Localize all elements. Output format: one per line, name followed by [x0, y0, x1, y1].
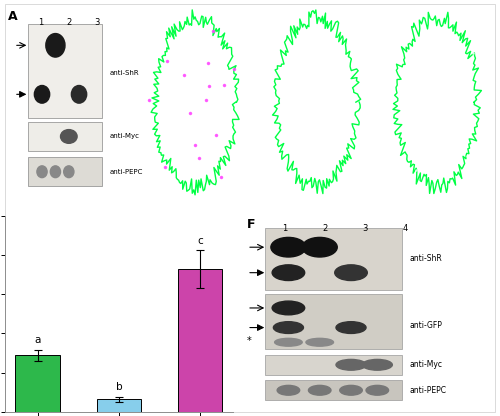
Ellipse shape — [64, 166, 74, 178]
Text: 3: 3 — [362, 224, 368, 233]
Ellipse shape — [302, 238, 337, 257]
Ellipse shape — [334, 265, 368, 280]
Ellipse shape — [272, 265, 304, 280]
Bar — [16, 355, 60, 412]
Ellipse shape — [274, 322, 304, 334]
Ellipse shape — [306, 338, 334, 346]
FancyBboxPatch shape — [264, 294, 402, 349]
Text: 4: 4 — [402, 224, 407, 233]
Text: anti-PEPC: anti-PEPC — [410, 386, 447, 395]
Text: anti-ShR: anti-ShR — [410, 255, 442, 263]
Bar — [96, 399, 141, 412]
FancyBboxPatch shape — [28, 122, 102, 151]
Ellipse shape — [366, 385, 388, 395]
Text: 3: 3 — [94, 18, 100, 27]
Text: anti-Myc: anti-Myc — [410, 360, 443, 369]
Text: anti-GFP: anti-GFP — [410, 321, 442, 330]
Text: anti-PEPC: anti-PEPC — [110, 169, 143, 175]
Ellipse shape — [272, 301, 304, 315]
Ellipse shape — [50, 166, 60, 178]
Ellipse shape — [340, 385, 362, 395]
Ellipse shape — [336, 359, 366, 370]
FancyBboxPatch shape — [264, 228, 402, 290]
Ellipse shape — [308, 385, 331, 395]
Ellipse shape — [336, 322, 366, 334]
Ellipse shape — [46, 34, 65, 57]
Text: anti-ShR: anti-ShR — [110, 70, 140, 76]
Text: 2: 2 — [66, 18, 71, 27]
Ellipse shape — [277, 385, 299, 395]
Text: F: F — [247, 218, 256, 231]
Ellipse shape — [72, 86, 86, 103]
FancyBboxPatch shape — [28, 157, 102, 186]
Text: A: A — [8, 10, 17, 23]
Text: D: D — [384, 10, 394, 23]
FancyBboxPatch shape — [264, 355, 402, 374]
Text: c: c — [197, 235, 203, 245]
Text: C: C — [263, 10, 272, 23]
FancyBboxPatch shape — [28, 24, 102, 118]
Text: B: B — [142, 10, 152, 23]
Ellipse shape — [37, 166, 47, 178]
Ellipse shape — [34, 86, 50, 103]
Ellipse shape — [362, 359, 392, 370]
Text: anti-Myc: anti-Myc — [110, 134, 140, 139]
Text: 2: 2 — [322, 224, 328, 233]
Ellipse shape — [271, 238, 306, 257]
FancyBboxPatch shape — [264, 381, 402, 400]
Text: 1: 1 — [282, 224, 288, 233]
Ellipse shape — [274, 338, 302, 346]
Ellipse shape — [60, 130, 77, 144]
Bar — [178, 269, 222, 412]
Text: a: a — [34, 335, 41, 345]
Text: 1: 1 — [38, 18, 44, 27]
Text: b: b — [116, 382, 122, 392]
Text: *: * — [247, 336, 252, 346]
